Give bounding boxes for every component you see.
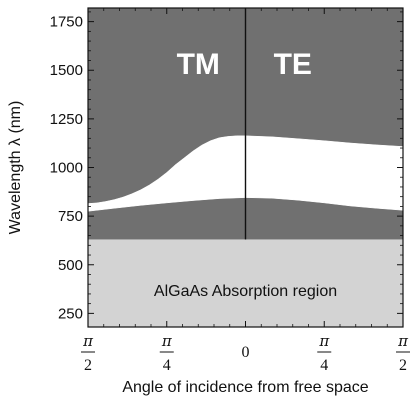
x-tick-numerator: π <box>82 332 94 350</box>
x-tick-numerator: π <box>318 332 330 350</box>
absorption-region <box>88 239 403 327</box>
y-tick-label: 1250 <box>50 111 83 128</box>
x-tick-denominator: 4 <box>320 357 328 374</box>
x-tick-denominator: 2 <box>399 357 407 374</box>
band-upper-edge <box>87 135 404 204</box>
y-tick-label: 250 <box>58 305 83 322</box>
y-tick-label: 1750 <box>50 14 83 31</box>
y-tick-label: 750 <box>58 208 83 225</box>
x-tick-numerator: π <box>161 332 173 350</box>
x-tick-denominator: 4 <box>163 357 171 374</box>
x-axis-title: Angle of incidence from free space <box>122 379 368 396</box>
absorption-label: AlGaAs Absorption region <box>154 283 337 300</box>
y-tick-label: 1000 <box>50 160 83 177</box>
x-tick-label: 0 <box>242 344 250 361</box>
y-tick-label: 1500 <box>50 62 83 79</box>
te-label: TE <box>274 48 312 81</box>
y-tick-label: 500 <box>58 257 83 274</box>
y-axis-title: Wavelength λ (nm) <box>7 101 24 235</box>
x-tick-numerator: π <box>397 332 409 350</box>
x-tick-denominator: 2 <box>84 357 92 374</box>
tm-label: TM <box>177 48 220 81</box>
